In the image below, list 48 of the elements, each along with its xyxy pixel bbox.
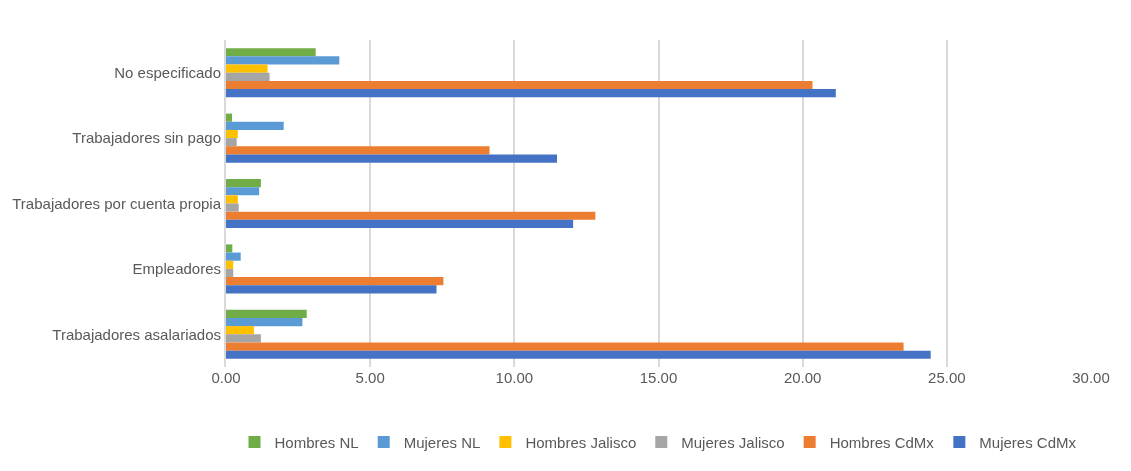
legend-label: Mujeres Jalisco [681, 433, 785, 451]
x-tick-label: 25.00 [928, 369, 966, 386]
legend-label: Mujeres NL [403, 433, 481, 451]
x-tick-label: 10.00 [495, 369, 534, 386]
bar [226, 244, 233, 253]
legend-label: Mujeres CdMx [979, 433, 1077, 451]
bar [226, 317, 303, 327]
bar [226, 219, 574, 229]
legend-label: Hombres CdMx [829, 433, 935, 451]
y-tick-label: Trabajadores asalariados [52, 325, 221, 343]
bar [226, 138, 237, 147]
bar [226, 203, 239, 212]
bar [226, 72, 270, 81]
bar [226, 113, 233, 122]
bar [226, 309, 307, 318]
y-tick-label: Trabajadores sin pago [72, 129, 221, 147]
bar [226, 89, 836, 98]
bar [226, 187, 260, 196]
bar [226, 260, 234, 269]
bar [226, 48, 316, 57]
bar [226, 129, 238, 139]
legend-label: Hombres NL [274, 433, 359, 451]
bar [226, 195, 238, 204]
bar [226, 146, 490, 155]
bar [226, 121, 284, 130]
bar [226, 268, 234, 278]
bar [226, 154, 558, 163]
legend-label: Hombres Jalisco [525, 433, 637, 451]
bar [226, 64, 268, 73]
x-tick-label: 5.00 [355, 369, 385, 386]
bar [226, 211, 596, 220]
y-tick-label: No especificado [114, 63, 221, 81]
y-tick-label: Trabajadores por cuenta propia [12, 194, 222, 212]
x-tick-label: 15.00 [639, 369, 678, 386]
bar [226, 350, 931, 359]
bar [226, 178, 261, 188]
y-tick-label: Empleadores [132, 260, 221, 278]
x-tick-label: 20.00 [783, 369, 822, 386]
bar [226, 285, 437, 294]
bar [226, 252, 241, 261]
bar [226, 56, 340, 65]
x-tick-label: 0.00 [211, 369, 241, 386]
bar [226, 277, 444, 286]
bar [226, 326, 254, 335]
x-tick-label: 30.00 [1072, 369, 1110, 386]
bar [226, 342, 904, 351]
bar [226, 80, 813, 90]
bar [226, 334, 261, 343]
